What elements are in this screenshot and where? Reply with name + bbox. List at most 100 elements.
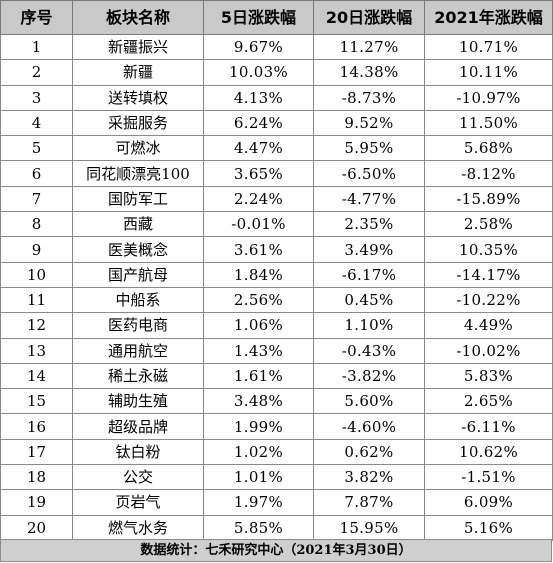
change-20day-cell: 9.52% bbox=[313, 109, 425, 137]
change-2021-cell: -15.89% bbox=[424, 185, 553, 213]
table-row: 9 医美概念 3.61% 3.49% 10.35% bbox=[0, 236, 553, 263]
row-index-cell: 4 bbox=[0, 109, 73, 137]
change-20day-cell: 11.27% bbox=[313, 33, 425, 61]
change-5day-cell: 2.24% bbox=[203, 185, 314, 213]
table-row: 4 采掘服务 6.24% 9.52% 11.50% bbox=[0, 109, 553, 137]
table-row: 6 同花顺漂亮100 3.65% -6.50% -8.12% bbox=[0, 160, 553, 187]
change-5day-cell: 4.47% bbox=[203, 135, 314, 162]
change-2021-cell: 2.65% bbox=[424, 388, 553, 415]
change-5day-cell: 3.65% bbox=[203, 160, 314, 187]
change-5day-cell: 1.84% bbox=[203, 261, 314, 288]
header-row: 序号 板块名称 5日涨跌幅 20日涨跌幅 2021年涨跌幅 bbox=[0, 0, 553, 35]
table-row: 11 中船系 2.56% 0.45% -10.22% bbox=[0, 286, 553, 314]
row-index-cell: 8 bbox=[0, 211, 73, 238]
row-index-cell: 18 bbox=[0, 464, 73, 491]
change-5day-cell: 1.61% bbox=[203, 362, 314, 390]
row-index-cell: 14 bbox=[0, 362, 73, 390]
table-row: 5 可燃冰 4.47% 5.95% 5.68% bbox=[0, 135, 553, 162]
row-index-cell: 1 bbox=[0, 33, 73, 61]
change-5day-cell: 1.02% bbox=[203, 438, 314, 466]
sector-name-cell: 燃气水务 bbox=[72, 514, 204, 541]
row-index-cell: 16 bbox=[0, 413, 73, 440]
change-2021-cell: -1.51% bbox=[424, 464, 553, 491]
table-row: 15 辅助生殖 3.48% 5.60% 2.65% bbox=[0, 388, 553, 415]
table-row: 16 超级品牌 1.99% -4.60% -6.11% bbox=[0, 413, 553, 440]
table-row: 18 公交 1.01% 3.82% -1.51% bbox=[0, 464, 553, 491]
change-2021-cell: -10.02% bbox=[424, 337, 553, 364]
sector-name-cell: 公交 bbox=[72, 464, 204, 491]
row-index-cell: 19 bbox=[0, 489, 73, 516]
row-index-cell: 6 bbox=[0, 160, 73, 187]
change-20day-cell: 1.10% bbox=[313, 312, 425, 339]
sector-name-cell: 采掘服务 bbox=[72, 109, 204, 137]
change-2021-cell: 10.11% bbox=[424, 59, 553, 86]
change-5day-cell: -0.01% bbox=[203, 211, 314, 238]
change-5day-cell: 6.24% bbox=[203, 109, 314, 137]
sector-name-cell: 中船系 bbox=[72, 286, 204, 314]
change-20day-cell: 5.60% bbox=[313, 388, 425, 415]
change-5day-cell: 10.03% bbox=[203, 59, 314, 86]
change-20day-cell: -3.82% bbox=[313, 362, 425, 390]
change-2021-cell: -14.17% bbox=[424, 261, 553, 288]
change-2021-cell: 5.83% bbox=[424, 362, 553, 390]
change-20day-cell: 15.95% bbox=[313, 514, 425, 541]
table-row: 3 送转填权 4.13% -8.73% -10.97% bbox=[0, 84, 553, 111]
sector-name-cell: 医美概念 bbox=[72, 236, 204, 263]
sector-name-cell: 稀土永磁 bbox=[72, 362, 204, 390]
sector-name-cell: 西藏 bbox=[72, 211, 204, 238]
change-20day-cell: 14.38% bbox=[313, 59, 425, 86]
table-row: 2 新疆 10.03% 14.38% 10.11% bbox=[0, 59, 553, 86]
change-2021-cell: -6.11% bbox=[424, 413, 553, 440]
change-20day-cell: -4.60% bbox=[313, 413, 425, 440]
sector-performance-table: 序号 板块名称 5日涨跌幅 20日涨跌幅 2021年涨跌幅 1 新疆振兴 9.67%… bbox=[0, 0, 553, 541]
row-index-cell: 7 bbox=[0, 185, 73, 213]
change-2021-cell: 10.71% bbox=[424, 33, 553, 61]
row-index-cell: 20 bbox=[0, 514, 73, 541]
row-index-cell: 17 bbox=[0, 438, 73, 466]
table-row: 17 钛白粉 1.02% 0.62% 10.62% bbox=[0, 438, 553, 466]
header-2021-change: 2021年涨跌幅 bbox=[424, 0, 553, 35]
change-5day-cell: 1.43% bbox=[203, 337, 314, 364]
header-5day-change: 5日涨跌幅 bbox=[203, 0, 314, 35]
change-2021-cell: 5.68% bbox=[424, 135, 553, 162]
sector-name-cell: 超级品牌 bbox=[72, 413, 204, 440]
sector-name-cell: 可燃冰 bbox=[72, 135, 204, 162]
change-5day-cell: 1.97% bbox=[203, 489, 314, 516]
change-2021-cell: 10.62% bbox=[424, 438, 553, 466]
table-row: 19 页岩气 1.97% 7.87% 6.09% bbox=[0, 489, 553, 516]
change-2021-cell: -10.97% bbox=[424, 84, 553, 111]
change-20day-cell: -6.50% bbox=[313, 160, 425, 187]
change-20day-cell: 3.49% bbox=[313, 236, 425, 263]
change-20day-cell: -6.17% bbox=[313, 261, 425, 288]
change-2021-cell: -10.22% bbox=[424, 286, 553, 314]
header-sector-name: 板块名称 bbox=[72, 0, 204, 35]
change-2021-cell: 4.49% bbox=[424, 312, 553, 339]
table-row: 1 新疆振兴 9.67% 11.27% 10.71% bbox=[0, 33, 553, 61]
header-index: 序号 bbox=[0, 0, 73, 35]
table-row: 20 燃气水务 5.85% 15.95% 5.16% bbox=[0, 514, 553, 541]
sector-name-cell: 页岩气 bbox=[72, 489, 204, 516]
table-row: 12 医药电商 1.06% 1.10% 4.49% bbox=[0, 312, 553, 339]
change-20day-cell: -0.43% bbox=[313, 337, 425, 364]
sector-name-cell: 新疆振兴 bbox=[72, 33, 204, 61]
table-row: 13 通用航空 1.43% -0.43% -10.02% bbox=[0, 337, 553, 364]
change-5day-cell: 9.67% bbox=[203, 33, 314, 61]
change-2021-cell: 5.16% bbox=[424, 514, 553, 541]
row-index-cell: 12 bbox=[0, 312, 73, 339]
change-20day-cell: 0.45% bbox=[313, 286, 425, 314]
change-20day-cell: 2.35% bbox=[313, 211, 425, 238]
change-5day-cell: 1.06% bbox=[203, 312, 314, 339]
change-2021-cell: 11.50% bbox=[424, 109, 553, 137]
change-5day-cell: 1.99% bbox=[203, 413, 314, 440]
sector-name-cell: 送转填权 bbox=[72, 84, 204, 111]
change-5day-cell: 3.48% bbox=[203, 388, 314, 415]
row-index-cell: 2 bbox=[0, 59, 73, 86]
change-2021-cell: -8.12% bbox=[424, 160, 553, 187]
change-20day-cell: 7.87% bbox=[313, 489, 425, 516]
row-index-cell: 9 bbox=[0, 236, 73, 263]
change-5day-cell: 2.56% bbox=[203, 286, 314, 314]
change-20day-cell: 5.95% bbox=[313, 135, 425, 162]
sector-name-cell: 医药电商 bbox=[72, 312, 204, 339]
table-row: 10 国产航母 1.84% -6.17% -14.17% bbox=[0, 261, 553, 288]
change-2021-cell: 10.35% bbox=[424, 236, 553, 263]
